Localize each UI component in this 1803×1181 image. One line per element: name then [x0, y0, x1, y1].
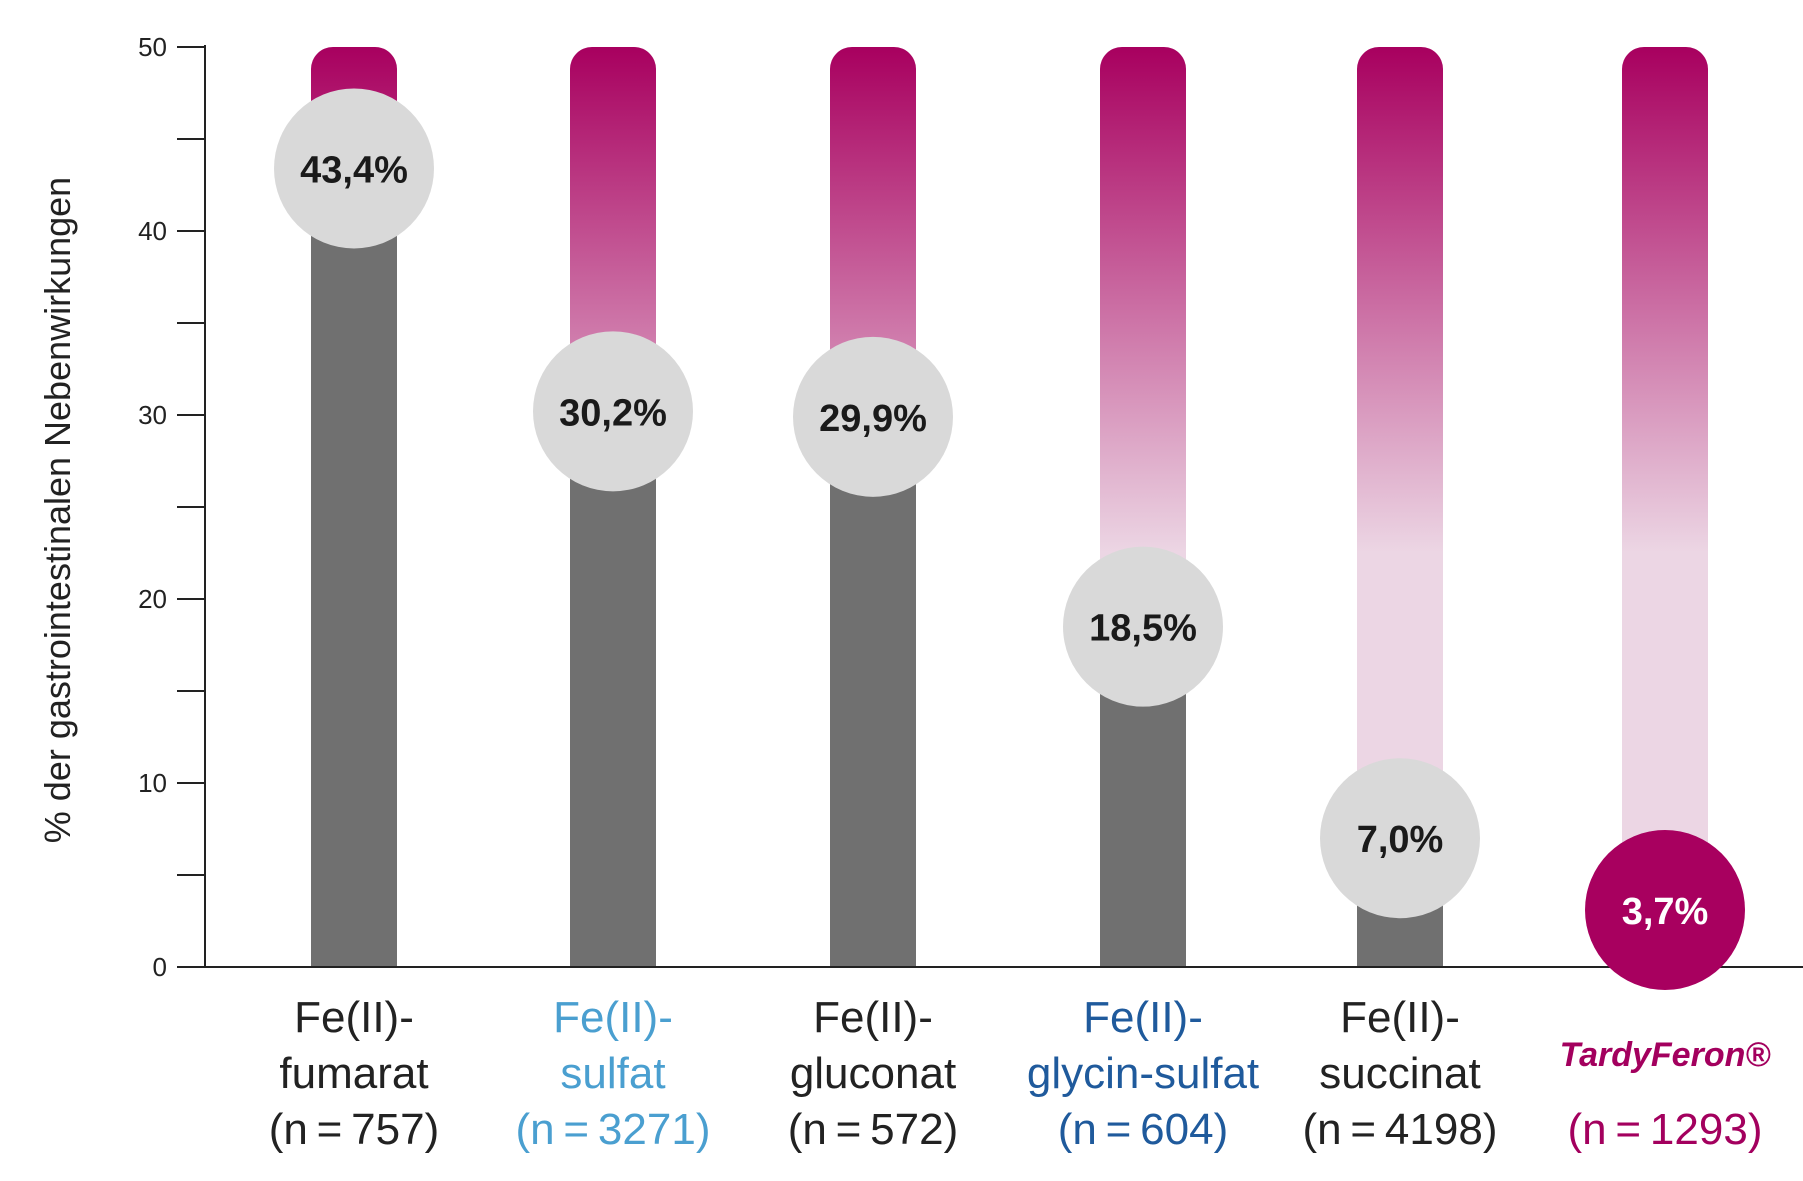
tardyferon-logo: TardyFeron®	[1560, 1036, 1772, 1074]
category-label-line: Fe(II)-	[1083, 993, 1203, 1042]
value-bubble	[1063, 546, 1223, 707]
category-label-line: Fe(II)-	[813, 993, 933, 1042]
category-label-line: (n = 3271)	[516, 1105, 711, 1154]
category-label-line: (n = 1293)	[1568, 1105, 1763, 1154]
category-label-line: gluconat	[790, 1049, 956, 1098]
value-bubble	[1585, 830, 1745, 990]
value-label: 3,7%	[1622, 891, 1709, 933]
value-label: 43,4%	[300, 149, 408, 191]
category-label-line: Fe(II)-	[553, 993, 673, 1042]
value-bar	[311, 168, 397, 967]
category-label-line: Fe(II)-	[294, 993, 414, 1042]
value-bubble	[274, 88, 434, 249]
value-bubble	[793, 336, 953, 497]
category-label-line: succinat	[1319, 1049, 1480, 1098]
value-label: 18,5%	[1089, 608, 1197, 650]
value-bar	[570, 411, 656, 967]
category-labels: Fe(II)- fumarat (n = 757) Fe(II)- sulfat (n =…	[269, 993, 1772, 1154]
y-tick-label: 30	[138, 400, 167, 430]
category-label-line: fumarat	[279, 1049, 428, 1098]
value-label: 29,9%	[819, 398, 927, 440]
category-label-line: (n = 572)	[788, 1105, 959, 1154]
y-axis-label: % der gastrointestinalen Nebenwirkungen	[37, 177, 78, 843]
y-tick-label: 10	[138, 768, 167, 798]
value-label: 7,0%	[1357, 819, 1444, 861]
category-label-line: (n = 757)	[269, 1105, 440, 1154]
gradient-bar	[1622, 47, 1708, 967]
y-tick-label: 40	[138, 216, 167, 246]
axes: 0 10 20 30 40 50	[138, 32, 1803, 982]
gradient-bars	[311, 47, 1708, 967]
value-bar	[830, 416, 916, 968]
category-label-line: (n = 4198)	[1303, 1105, 1498, 1154]
category-label-line: glycin-sulfat	[1027, 1049, 1259, 1098]
value-bubbles: 43,4% 30,2% 29,9% 18,5% 7,0% 3,7%	[274, 88, 1745, 990]
y-tick-label: 0	[153, 952, 167, 982]
y-tick-label: 50	[138, 32, 167, 62]
y-tick-label: 20	[138, 584, 167, 614]
value-bubble	[533, 331, 693, 492]
category-label-line: (n = 604)	[1058, 1105, 1229, 1154]
gradient-bar	[1357, 47, 1443, 967]
category-label-line: Fe(II)-	[1340, 993, 1460, 1042]
value-label: 30,2%	[559, 392, 667, 434]
category-label-line: sulfat	[560, 1049, 665, 1098]
value-bubble	[1320, 758, 1480, 919]
